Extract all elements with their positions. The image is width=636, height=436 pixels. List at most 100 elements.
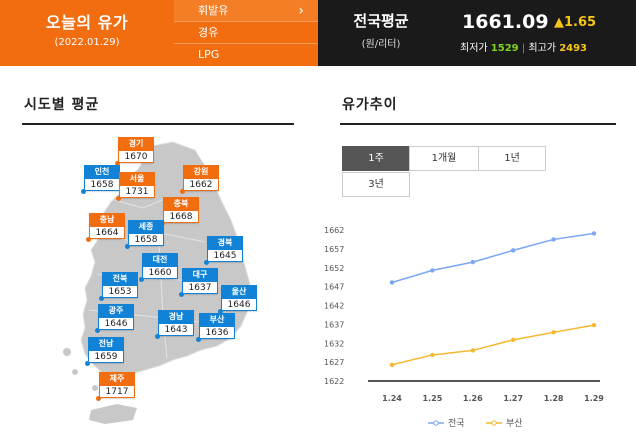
- period-tab-3year[interactable]: 3년: [342, 172, 410, 197]
- x-tick-label: 1.25: [423, 394, 443, 403]
- korea-map-island: [72, 369, 78, 375]
- region-badge-jeju[interactable]: 제주 1717: [96, 372, 135, 401]
- period-tab-1year[interactable]: 1년: [478, 146, 546, 171]
- region-name: 경북: [207, 236, 243, 249]
- series-point: [389, 280, 395, 285]
- series-point: [470, 348, 475, 353]
- region-badge-jeonbuk[interactable]: 전북 1653: [99, 272, 138, 301]
- korea-map-jeju: [89, 404, 137, 424]
- series-point: [511, 337, 516, 343]
- series-line-0: [391, 232, 595, 284]
- region-pin-icon: [81, 189, 86, 194]
- series-point: [470, 259, 475, 265]
- region-name: 제주: [99, 372, 135, 385]
- region-price: 1646: [221, 298, 257, 311]
- legend-label: 부산: [506, 418, 523, 429]
- series-line-1: [391, 324, 595, 366]
- series-point: [591, 231, 597, 236]
- series-point: [430, 268, 435, 273]
- region-name: 울산: [221, 285, 257, 298]
- region-badge-gyeongbuk[interactable]: 경북 1645: [204, 236, 243, 265]
- trend-title-divider: [340, 123, 616, 125]
- fuel-type-tabs: 휘발유 › 경유 LPG: [174, 0, 318, 66]
- region-badge-ulsan[interactable]: 울산 1646: [218, 285, 257, 314]
- period-tab-1week[interactable]: 1주: [342, 146, 410, 171]
- region-badge-gyeonggi[interactable]: 경기 1670: [115, 137, 154, 166]
- region-badge-sejong[interactable]: 세종 1658: [125, 220, 164, 249]
- max-price-label: 최고가: [528, 43, 556, 54]
- region-price: 1643: [158, 323, 194, 336]
- legend-label: 전국: [448, 418, 465, 429]
- region-badge-gangwon[interactable]: 강원 1662: [180, 165, 219, 194]
- region-price: 1645: [207, 249, 243, 262]
- region-price: 1658: [84, 178, 120, 191]
- series-point: [511, 248, 516, 253]
- x-tick-label: 1.29: [584, 394, 604, 403]
- region-pin-icon: [85, 361, 90, 366]
- series-point: [430, 352, 435, 358]
- min-price-label: 최저가: [460, 43, 488, 54]
- region-name: 대구: [182, 268, 218, 281]
- region-price: 1660: [142, 266, 178, 279]
- tab-gasoline[interactable]: 휘발유 ›: [174, 0, 318, 22]
- legend-marker: [491, 420, 497, 426]
- region-badge-daegu[interactable]: 대구 1637: [179, 268, 218, 297]
- region-price: 1668: [163, 210, 199, 223]
- region-badge-seoul[interactable]: 서울 1731: [116, 172, 155, 201]
- region-pin-icon: [139, 277, 144, 282]
- tab-lpg[interactable]: LPG: [174, 43, 318, 65]
- region-badge-jeonnam[interactable]: 전남 1659: [85, 337, 124, 366]
- period-tab-1month[interactable]: 1개월: [409, 146, 479, 171]
- region-badge-busan[interactable]: 부산 1636: [196, 313, 235, 342]
- series-point: [551, 237, 556, 242]
- page-date: (2022.01.29): [54, 37, 120, 48]
- region-badge-gyeongnam[interactable]: 경남 1643: [155, 310, 194, 339]
- price-trend-title: 유가추이: [342, 97, 398, 113]
- y-tick-label: 1652: [324, 264, 344, 273]
- region-pin-icon: [116, 196, 121, 201]
- tab-gasoline-label: 휘발유: [198, 4, 229, 17]
- regional-average-title: 시도별 평균: [24, 97, 100, 113]
- region-pin-icon: [196, 337, 201, 342]
- series-point: [551, 330, 556, 335]
- region-pin-icon: [95, 328, 100, 333]
- legend-marker: [433, 420, 439, 426]
- region-pin-icon: [155, 334, 160, 339]
- region-pin-icon: [204, 260, 209, 265]
- region-pin-icon: [115, 161, 120, 166]
- price-change-up: ▲1.65: [554, 15, 597, 30]
- price-trend-chart: 1662 1657 1652 1647 1642 1637 1632 1627 1622 1.24…: [324, 226, 604, 429]
- region-badge-incheon[interactable]: 인천 1658: [81, 165, 120, 194]
- region-badge-chungnam[interactable]: 충남 1664: [86, 213, 125, 242]
- y-tick-label: 1647: [324, 283, 344, 292]
- chevron-right-icon: ›: [298, 3, 304, 19]
- national-average-unit: (원/리터): [361, 39, 401, 50]
- y-tick-label: 1662: [324, 226, 344, 235]
- y-tick-label: 1632: [324, 339, 344, 348]
- y-tick-label: 1657: [324, 245, 344, 254]
- region-pin-icon: [125, 244, 130, 249]
- region-price: 1658: [128, 233, 164, 246]
- region-name: 인천: [84, 165, 120, 178]
- region-badge-chungbuk[interactable]: 충북 1668: [160, 197, 199, 226]
- x-tick-label: 1.26: [463, 394, 483, 403]
- x-tick-label: 1.24: [382, 394, 402, 403]
- region-badge-gwangju[interactable]: 광주 1646: [95, 304, 134, 333]
- region-name: 대전: [142, 253, 178, 266]
- region-price: 1731: [119, 185, 155, 198]
- page-title: 오늘의 유가: [45, 13, 129, 32]
- max-price-value: 2493: [559, 43, 588, 54]
- region-price: 1653: [102, 285, 138, 298]
- series-point: [389, 362, 395, 367]
- region-name: 강원: [183, 165, 219, 178]
- regional-title-divider: [22, 123, 294, 125]
- region-badge-daejeon[interactable]: 대전 1660: [139, 253, 178, 282]
- header: 오늘의 유가 (2022.01.29) 휘발유 › 경유 LPG 전국평균 (원…: [0, 0, 636, 66]
- region-name: 경남: [158, 310, 194, 323]
- region-price: 1717: [99, 385, 135, 398]
- y-tick-label: 1627: [324, 358, 344, 367]
- tab-diesel[interactable]: 경유: [174, 21, 318, 43]
- region-name: 세종: [128, 220, 164, 233]
- region-name: 전남: [88, 337, 124, 350]
